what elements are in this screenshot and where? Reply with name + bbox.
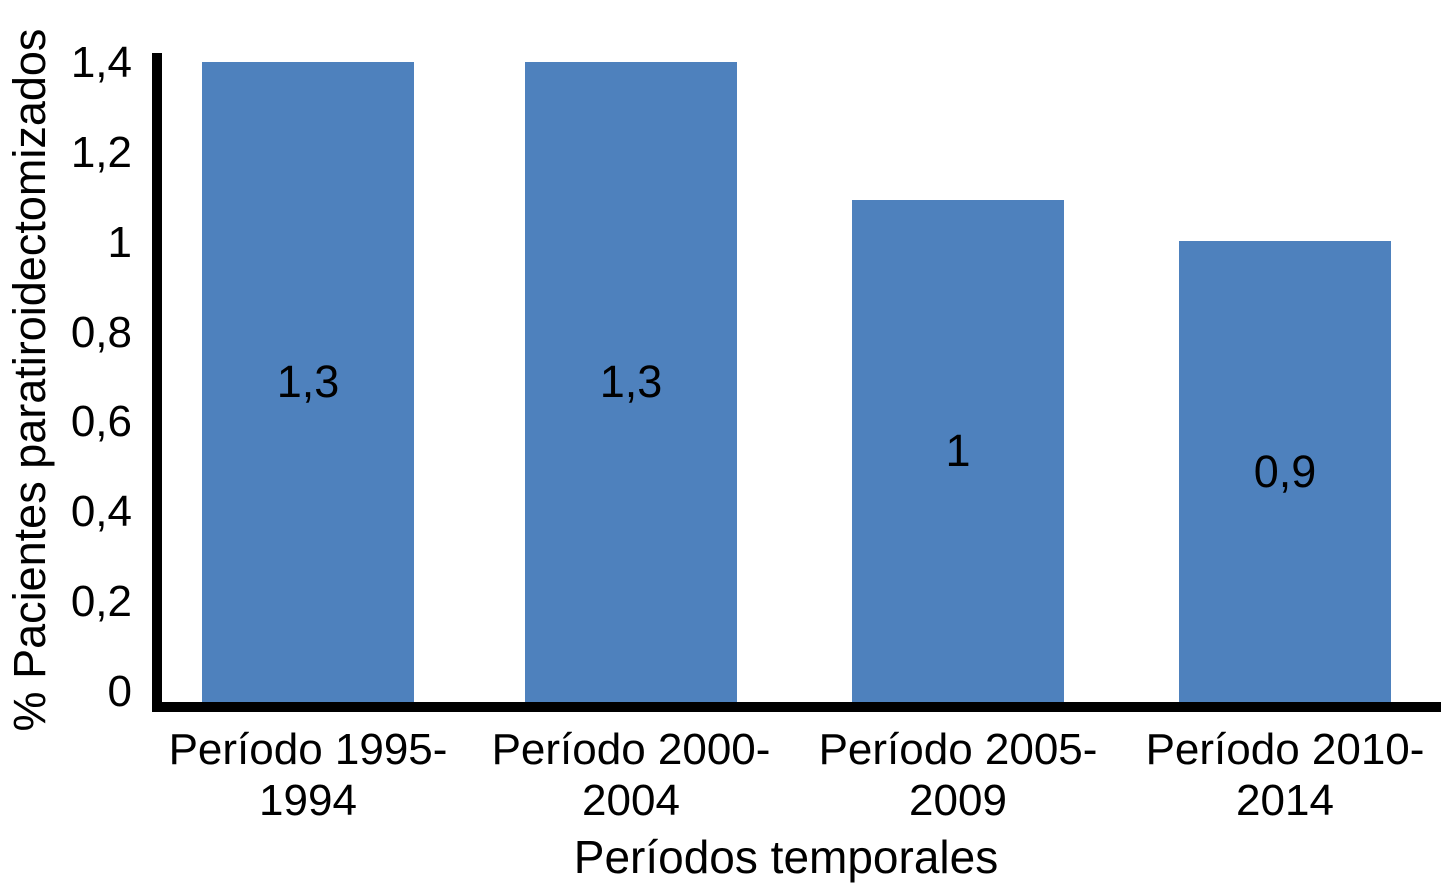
bar-2 — [525, 61, 737, 702]
y-tick-label: 0,4 — [70, 487, 132, 537]
y-tick-label: 0,6 — [70, 397, 132, 447]
x-category-line2: 1994 — [259, 776, 357, 825]
x-category-line1: Período 2010- — [1145, 725, 1425, 774]
bar-value-label: 0,9 — [1253, 445, 1317, 497]
x-category-label: Período 2010- 2014 — [1125, 724, 1441, 826]
x-category-label: Período 2005- 2009 — [798, 724, 1118, 826]
x-category-line1: Período 2000- — [491, 725, 771, 774]
x-category-line1: Período 2005- — [818, 725, 1098, 774]
bar-value-label: 1,3 — [599, 355, 663, 407]
y-tick-label: 0,2 — [70, 577, 132, 627]
x-category-label: Período 1995- 1994 — [148, 724, 468, 826]
x-axis-line — [152, 702, 1441, 712]
y-tick-label: 0 — [107, 667, 132, 716]
y-tick-label: 1,4 — [70, 38, 132, 87]
y-tick-label: 1 — [107, 217, 132, 267]
bar-value-label: 1 — [945, 424, 971, 476]
y-axis-title: % Pacientes paratiroidectomizados — [4, 28, 55, 732]
bar-4 — [1179, 241, 1391, 702]
x-category-line2: 2014 — [1236, 776, 1334, 825]
x-category-label: Período 2000- 2004 — [471, 724, 791, 826]
bar-3 — [852, 199, 1064, 702]
x-axis-title: Períodos temporales — [573, 831, 999, 883]
bar-value-label: 1,3 — [276, 355, 340, 407]
y-tick-label: 0,8 — [70, 307, 132, 357]
y-axis-line — [152, 53, 162, 712]
x-category-line2: 2004 — [582, 776, 680, 825]
x-category-line2: 2009 — [909, 776, 1007, 825]
x-category-line1: Período 1995- — [168, 725, 448, 774]
bar-1 — [202, 61, 414, 702]
y-tick-label: 1,2 — [70, 127, 132, 177]
